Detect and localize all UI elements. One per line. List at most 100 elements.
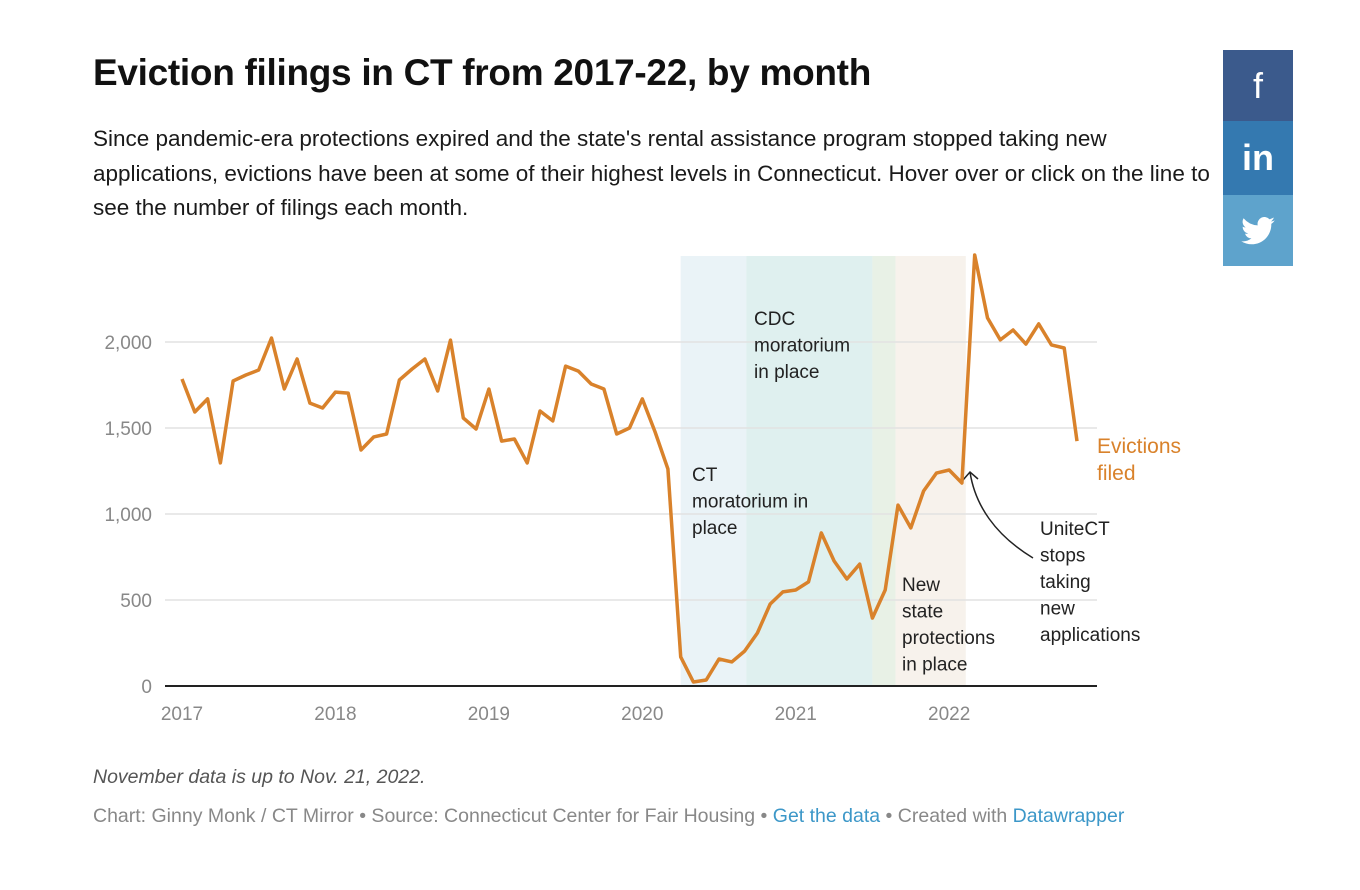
data-point[interactable] xyxy=(279,384,289,394)
shaded-ranges xyxy=(680,256,966,686)
data-point[interactable] xyxy=(382,429,392,439)
data-point[interactable] xyxy=(752,628,762,638)
data-point[interactable] xyxy=(816,528,826,538)
data-point[interactable] xyxy=(765,599,775,609)
created-with-text: • Created with xyxy=(885,805,1008,827)
data-point[interactable] xyxy=(446,335,456,345)
data-point[interactable] xyxy=(356,445,366,455)
data-point[interactable] xyxy=(190,407,200,417)
annotation-unitect: UniteCT stops taking new applications xyxy=(1040,519,1140,646)
data-point[interactable] xyxy=(394,375,404,385)
data-point[interactable] xyxy=(586,379,596,389)
data-point[interactable] xyxy=(1008,325,1018,335)
data-point[interactable] xyxy=(433,386,443,396)
data-point[interactable] xyxy=(330,387,340,397)
x-tick-label: 2021 xyxy=(775,704,817,725)
twitter-share-button[interactable] xyxy=(1223,195,1293,266)
data-point[interactable] xyxy=(471,424,481,434)
data-point[interactable] xyxy=(957,478,967,488)
gridlines: 0 500 1,000 1,500 2,000 xyxy=(104,333,1097,698)
data-point[interactable] xyxy=(267,333,277,343)
line-chart[interactable]: 0 500 1,000 1,500 2,000 2017 2018 2019 2020 2021… xyxy=(0,0,1360,760)
data-point[interactable] xyxy=(407,364,417,374)
range-label-line: CDC xyxy=(754,309,795,330)
range-label-line: New xyxy=(902,575,940,596)
data-point[interactable] xyxy=(1046,340,1056,350)
data-point[interactable] xyxy=(318,403,328,413)
range-label: New state protections in place xyxy=(902,575,995,676)
data-point[interactable] xyxy=(983,313,993,323)
data-point[interactable] xyxy=(241,370,251,380)
data-point[interactable] xyxy=(625,423,635,433)
data-point[interactable] xyxy=(1072,436,1082,446)
y-tick-label: 0 xyxy=(141,677,152,698)
x-tick-label: 2020 xyxy=(621,704,663,725)
data-point[interactable] xyxy=(509,434,519,444)
data-point[interactable] xyxy=(970,250,980,260)
shaded-range xyxy=(895,256,966,686)
data-point[interactable] xyxy=(497,436,507,446)
data-point[interactable] xyxy=(203,394,213,404)
data-point[interactable] xyxy=(573,366,583,376)
data-point[interactable] xyxy=(791,585,801,595)
data-point[interactable] xyxy=(919,486,929,496)
data-point[interactable] xyxy=(829,556,839,566)
data-point[interactable] xyxy=(420,354,430,364)
data-point[interactable] xyxy=(931,468,941,478)
data-point[interactable] xyxy=(343,388,353,398)
data-point[interactable] xyxy=(254,365,264,375)
facebook-icon: f xyxy=(1252,64,1263,106)
data-point[interactable] xyxy=(1021,339,1031,349)
data-point[interactable] xyxy=(369,432,379,442)
data-point[interactable] xyxy=(305,398,315,408)
x-tick-label: 2019 xyxy=(468,704,510,725)
data-point[interactable] xyxy=(778,587,788,597)
data-point[interactable] xyxy=(215,458,225,468)
data-point[interactable] xyxy=(804,577,814,587)
data-point[interactable] xyxy=(842,574,852,584)
linkedin-share-button[interactable]: in xyxy=(1223,121,1293,195)
data-point[interactable] xyxy=(1034,319,1044,329)
data-point[interactable] xyxy=(177,374,187,384)
data-point[interactable] xyxy=(561,361,571,371)
data-point[interactable] xyxy=(650,427,660,437)
data-point[interactable] xyxy=(1059,343,1069,353)
data-point[interactable] xyxy=(855,559,865,569)
data-point[interactable] xyxy=(637,394,647,404)
datawrapper-link[interactable]: Datawrapper xyxy=(1012,805,1125,827)
data-point[interactable] xyxy=(740,646,750,656)
annotation-arrow xyxy=(969,471,1034,559)
data-point[interactable] xyxy=(458,413,468,423)
data-point[interactable] xyxy=(535,406,545,416)
data-point[interactable] xyxy=(548,416,558,426)
shaded-range xyxy=(872,256,896,686)
data-point[interactable] xyxy=(612,429,622,439)
data-point[interactable] xyxy=(995,335,1005,345)
data-point[interactable] xyxy=(663,464,673,474)
x-tick-label: 2018 xyxy=(314,704,356,725)
data-point[interactable] xyxy=(688,677,698,687)
y-tick-label: 1,000 xyxy=(104,505,152,526)
facebook-share-button[interactable]: f xyxy=(1223,50,1293,121)
y-tick-label: 1,500 xyxy=(104,419,152,440)
range-label-line: CT xyxy=(692,465,718,486)
get-the-data-link[interactable]: Get the data xyxy=(772,805,881,827)
data-point[interactable] xyxy=(292,354,302,364)
data-point[interactable] xyxy=(880,585,890,595)
shaded-range xyxy=(680,256,747,686)
data-point[interactable] xyxy=(228,376,238,386)
data-point[interactable] xyxy=(906,523,916,533)
data-point[interactable] xyxy=(522,458,532,468)
data-point[interactable] xyxy=(676,652,686,662)
data-point[interactable] xyxy=(701,675,711,685)
series-line-evictions-filed[interactable] xyxy=(180,253,1079,684)
data-point[interactable] xyxy=(944,465,954,475)
data-point[interactable] xyxy=(599,384,609,394)
data-point[interactable] xyxy=(727,657,737,667)
data-point[interactable] xyxy=(867,613,877,623)
chart-subtitle: Since pandemic-era protections expired a… xyxy=(93,126,1210,220)
data-point[interactable] xyxy=(893,500,903,510)
data-point[interactable] xyxy=(484,384,494,394)
chart-byline: Chart: Ginny Monk / CT Mirror • Source: … xyxy=(93,805,1124,828)
data-point[interactable] xyxy=(714,654,724,664)
